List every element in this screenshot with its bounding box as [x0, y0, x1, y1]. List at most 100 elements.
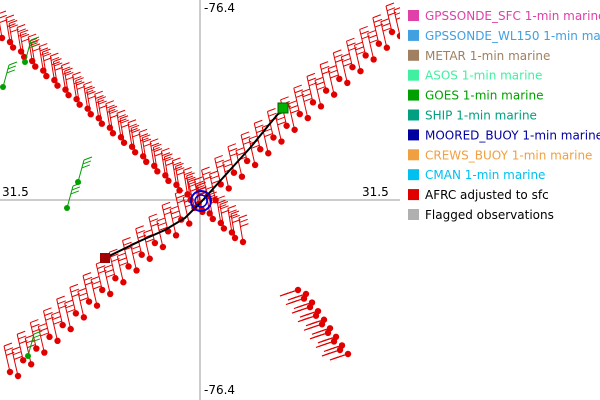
- barb-flag: [217, 199, 226, 204]
- barb-flag: [118, 118, 127, 123]
- barb-flag: [347, 42, 356, 47]
- obs-dot: [112, 275, 119, 282]
- barb-flag: [302, 93, 312, 98]
- obs-dot: [131, 149, 139, 156]
- obs-dot: [209, 215, 217, 223]
- barb-flag: [42, 52, 52, 57]
- legend-label: GPSSONDE_WL150 1-min marine: [425, 29, 600, 43]
- barb-flag: [214, 154, 223, 159]
- obs-dot: [312, 312, 320, 319]
- barb-flag: [343, 62, 352, 67]
- obs-dot: [33, 345, 40, 352]
- barb-flag: [359, 25, 368, 30]
- barb-flag: [161, 152, 171, 157]
- barb-flag: [20, 29, 29, 34]
- barb-flag: [319, 61, 329, 66]
- barb-flag: [183, 166, 192, 171]
- barb-flag: [51, 61, 60, 66]
- barb-flag: [153, 148, 163, 153]
- obs-dot: [304, 114, 311, 122]
- barb-flag: [136, 229, 145, 234]
- barb-flag: [342, 58, 351, 63]
- barb-flag: [109, 110, 118, 115]
- barb-flag: [18, 32, 27, 37]
- obs-dot: [172, 232, 180, 239]
- barb-flag: [82, 160, 92, 165]
- obs-dot: [324, 329, 332, 337]
- barb-flag: [107, 108, 116, 113]
- obs-dot: [251, 161, 259, 169]
- barb-flag: [95, 95, 104, 99]
- obs-dot: [362, 52, 369, 59]
- barb-flag: [139, 133, 149, 138]
- barb-flag: [56, 295, 65, 300]
- obs-dot: [143, 158, 150, 166]
- barb-flag: [50, 52, 59, 57]
- barb-flag: [334, 54, 343, 59]
- legend-swatch: [408, 10, 419, 21]
- barb-flag: [91, 280, 101, 285]
- barb-flag: [211, 180, 220, 184]
- barb-flag: [304, 316, 313, 321]
- obs-dot: [19, 357, 27, 364]
- obs-dot: [283, 122, 290, 129]
- center-marker-inner: [194, 194, 208, 208]
- barb-flag: [96, 99, 105, 104]
- barb-flag: [8, 61, 18, 66]
- barb-flag: [268, 112, 277, 117]
- barb-flag: [228, 147, 238, 152]
- barb-flag: [156, 217, 166, 222]
- barb-flag: [54, 62, 63, 67]
- barb-flag: [369, 39, 378, 44]
- barb-flag: [105, 100, 115, 105]
- legend-label: AFRC adjusted to sfc: [425, 188, 549, 202]
- barb-flag: [39, 47, 49, 52]
- barb-flag: [7, 65, 17, 70]
- obs-dot: [87, 110, 94, 118]
- barb-flag: [202, 171, 211, 176]
- barb-flag: [276, 116, 285, 121]
- barb-flag: [240, 131, 250, 136]
- track: [104, 107, 284, 259]
- obs-dot: [357, 67, 364, 75]
- barb-flag: [183, 194, 192, 199]
- barb-flag: [330, 74, 339, 79]
- obs-dot: [318, 321, 326, 328]
- barb-flag: [61, 62, 70, 67]
- barb-flag: [44, 312, 53, 316]
- barb-flag: [301, 88, 310, 93]
- barb-flag: [82, 272, 92, 277]
- barb-flag: [62, 70, 72, 75]
- barb-flag: [6, 18, 15, 23]
- legend-label: METAR 1-min marine: [425, 49, 550, 63]
- legend: GPSSONDE_SFC 1-min marine GPSSONDE_WL150 …: [400, 0, 600, 400]
- obs-dot: [85, 298, 93, 305]
- barb-flag: [148, 213, 158, 218]
- barb-flag: [315, 81, 325, 86]
- barb-flag: [355, 46, 364, 51]
- barb-flag: [98, 100, 107, 105]
- barb-flag: [368, 34, 377, 39]
- barb-flag: [119, 262, 128, 267]
- barb-flag: [117, 252, 126, 257]
- barb-flag: [254, 119, 263, 124]
- obs-dot: [72, 310, 80, 317]
- barb-flag: [373, 18, 383, 23]
- barb-flag: [11, 346, 21, 351]
- legend-label: GPSSONDE_SFC 1-min marine: [425, 9, 600, 23]
- obs-dot: [6, 368, 14, 376]
- barb-flag: [20, 33, 30, 38]
- barb-flag: [70, 190, 80, 195]
- obs-dot: [107, 290, 114, 298]
- barb-flag: [131, 129, 141, 134]
- obs-dot: [306, 303, 314, 311]
- barb-flag: [73, 80, 83, 85]
- barb-flag: [129, 127, 138, 132]
- obs-dot: [278, 138, 285, 145]
- barb-flag: [235, 147, 245, 152]
- barb-flag: [227, 143, 237, 148]
- barb-flag: [228, 209, 237, 214]
- axis-label-bottom: -76.4: [204, 383, 235, 397]
- barb-flag: [16, 330, 26, 335]
